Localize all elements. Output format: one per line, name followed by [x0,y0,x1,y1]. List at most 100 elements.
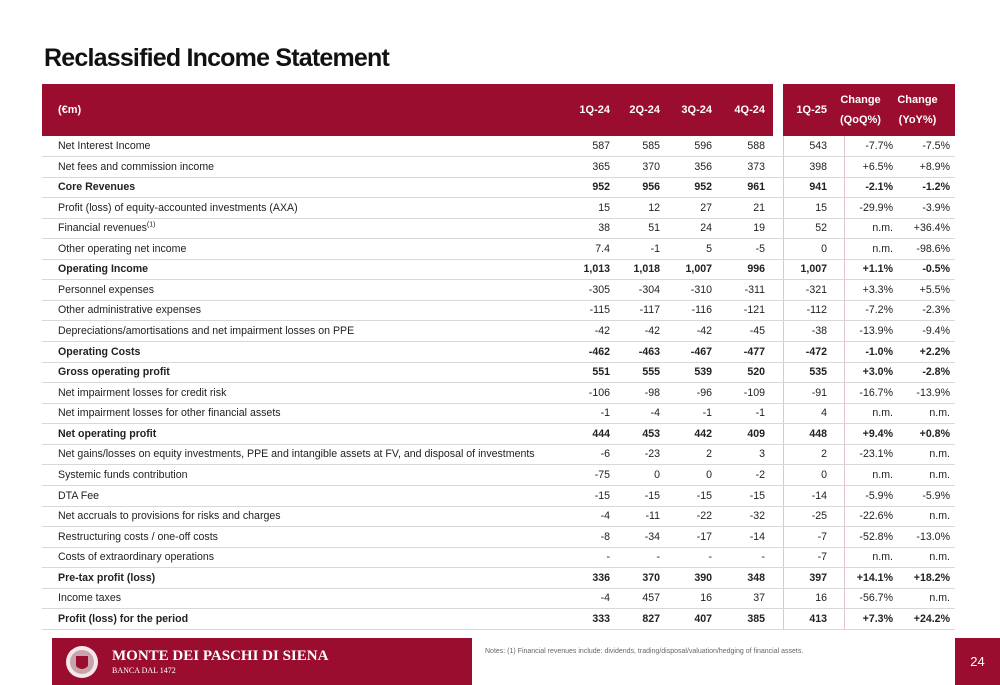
row-label-text: Net fees and commission income [58,160,215,173]
table-cell: n.m. [872,551,893,564]
row-label-text: Gross operating profit [58,366,170,379]
row-label-text: Other administrative expenses [58,304,202,317]
row-label: Restructuring costs / one-off costs [58,527,218,547]
table-cell: -2 [755,468,765,481]
row-label: Profit (loss) for the period [58,609,188,629]
column-header: 2Q-24 [629,104,660,116]
table-cell: 453 [642,427,660,440]
table-cell: 961 [747,181,765,194]
table-cell: -42 [696,325,712,338]
table-cell: -106 [588,386,610,399]
table-cell: - [606,551,610,564]
table-row: Income taxes -4 457 16 37 16 -56.7% n.m. [42,588,955,610]
table-cell: -109 [743,386,765,399]
table-cell: -38 [811,325,827,338]
row-label-text: Operating Costs [58,345,141,358]
table-cell: -1.0% [865,345,893,358]
column-gap [773,84,783,136]
table-cell: -56.7% [859,592,893,605]
table-cell: -116 [691,304,712,317]
table-cell: -117 [639,304,660,317]
table-cell: 952 [592,181,610,194]
row-label-text: Profit (loss) of equity-accounted invest… [58,201,298,214]
table-cell: - [656,551,660,564]
column-header: (€m) [58,104,82,116]
row-label: Net Interest Income [58,136,150,156]
table-header [42,84,955,136]
table-cell: +7.3% [862,612,893,625]
table-cell: -22.6% [859,510,893,523]
table-cell: 27 [700,201,712,214]
table-cell: 7.4 [595,242,610,255]
column-header: Change [840,94,881,106]
table-cell: -16.7% [859,386,893,399]
table-cell: 407 [694,612,712,625]
table-cell: -3.9% [922,201,950,214]
row-label-text: Net impairment losses for credit risk [58,386,227,399]
table-cell: 442 [694,427,712,440]
table-cell: n.m. [872,222,893,235]
row-label-text: Other operating net income [58,242,187,255]
table-cell: 1,007 [800,263,827,276]
table-cell: 365 [592,160,610,173]
brand-name: MONTE DEI PASCHI DI SIENA [112,648,329,664]
table-cell: 0 [654,468,660,481]
row-label-text: Net gains/losses on equity investments, … [58,448,535,461]
table-cell: 596 [694,140,712,152]
table-cell: -22 [696,510,712,523]
table-cell: -1 [755,407,765,420]
table-row: Systemic funds contribution -75 0 0 -2 0 n.m. n… [42,465,955,486]
table-row: Pre-tax profit (loss) 336 370 390 348 397 +14.… [42,568,955,589]
table-cell: -2.1% [865,181,893,194]
table-cell: 0 [821,468,827,481]
table-cell: -112 [806,304,827,317]
row-label-text: Net operating profit [58,427,157,440]
row-label: Net accruals to provisions for risks and… [58,506,281,526]
table-row: Operating Income 1,013 1,018 1,007 996 1,007 +… [42,259,955,281]
table-cell: -305 [588,283,610,296]
table-cell: -121 [743,304,765,317]
table-cell: 390 [694,571,712,584]
table-cell: n.m. [929,551,950,564]
table-cell: -4 [600,592,610,605]
table-cell: 370 [642,571,660,584]
table-cell: -2.3% [922,304,950,317]
column-header: 4Q-24 [734,104,765,116]
row-label: Operating Costs [58,342,140,362]
table-cell: -25 [811,510,827,523]
page-title: Reclassified Income Statement [44,44,390,72]
table-cell: -477 [743,345,765,358]
table-cell: -4 [600,510,610,523]
row-label: Net operating profit [58,424,156,444]
table-row: Other operating net income 7.4 -1 5 -5 0 n.m. -… [42,239,955,260]
brand-tagline: BANCA DAL 1472 [112,666,176,675]
table-cell: -462 [588,345,610,358]
table-cell: -13.9% [916,386,950,399]
table-cell: -29.9% [859,201,893,214]
table-cell: -15 [749,489,765,502]
table-cell: -4 [650,407,660,420]
row-label: Operating Income [58,259,148,279]
table-cell: 996 [747,263,765,276]
row-label: Costs of extraordinary operations [58,547,214,567]
row-label-text: Pre-tax profit (loss) [58,571,156,584]
table-cell: -42 [644,325,660,338]
column-header: (YoY%) [898,114,937,126]
table-row: Restructuring costs / one-off costs -8 -34… [42,527,955,548]
table-cell: 457 [642,592,660,605]
table-cell: 16 [815,592,827,605]
table-cell: 551 [592,366,610,379]
table-cell: n.m. [929,510,950,523]
footnote-ref: (1) [146,221,156,229]
table-cell: -32 [749,510,765,523]
table-cell: +6.5% [862,160,893,173]
table-cell: 37 [753,592,765,605]
table-cell: 356 [694,160,712,173]
row-label: Net gains/losses on equity investments, … [58,444,535,464]
table-cell: 38 [598,222,610,235]
table-cell: +18.2% [913,571,950,584]
table-cell: n.m. [872,468,893,481]
table-cell: 520 [747,366,765,379]
row-label: Other administrative expenses [58,300,201,320]
